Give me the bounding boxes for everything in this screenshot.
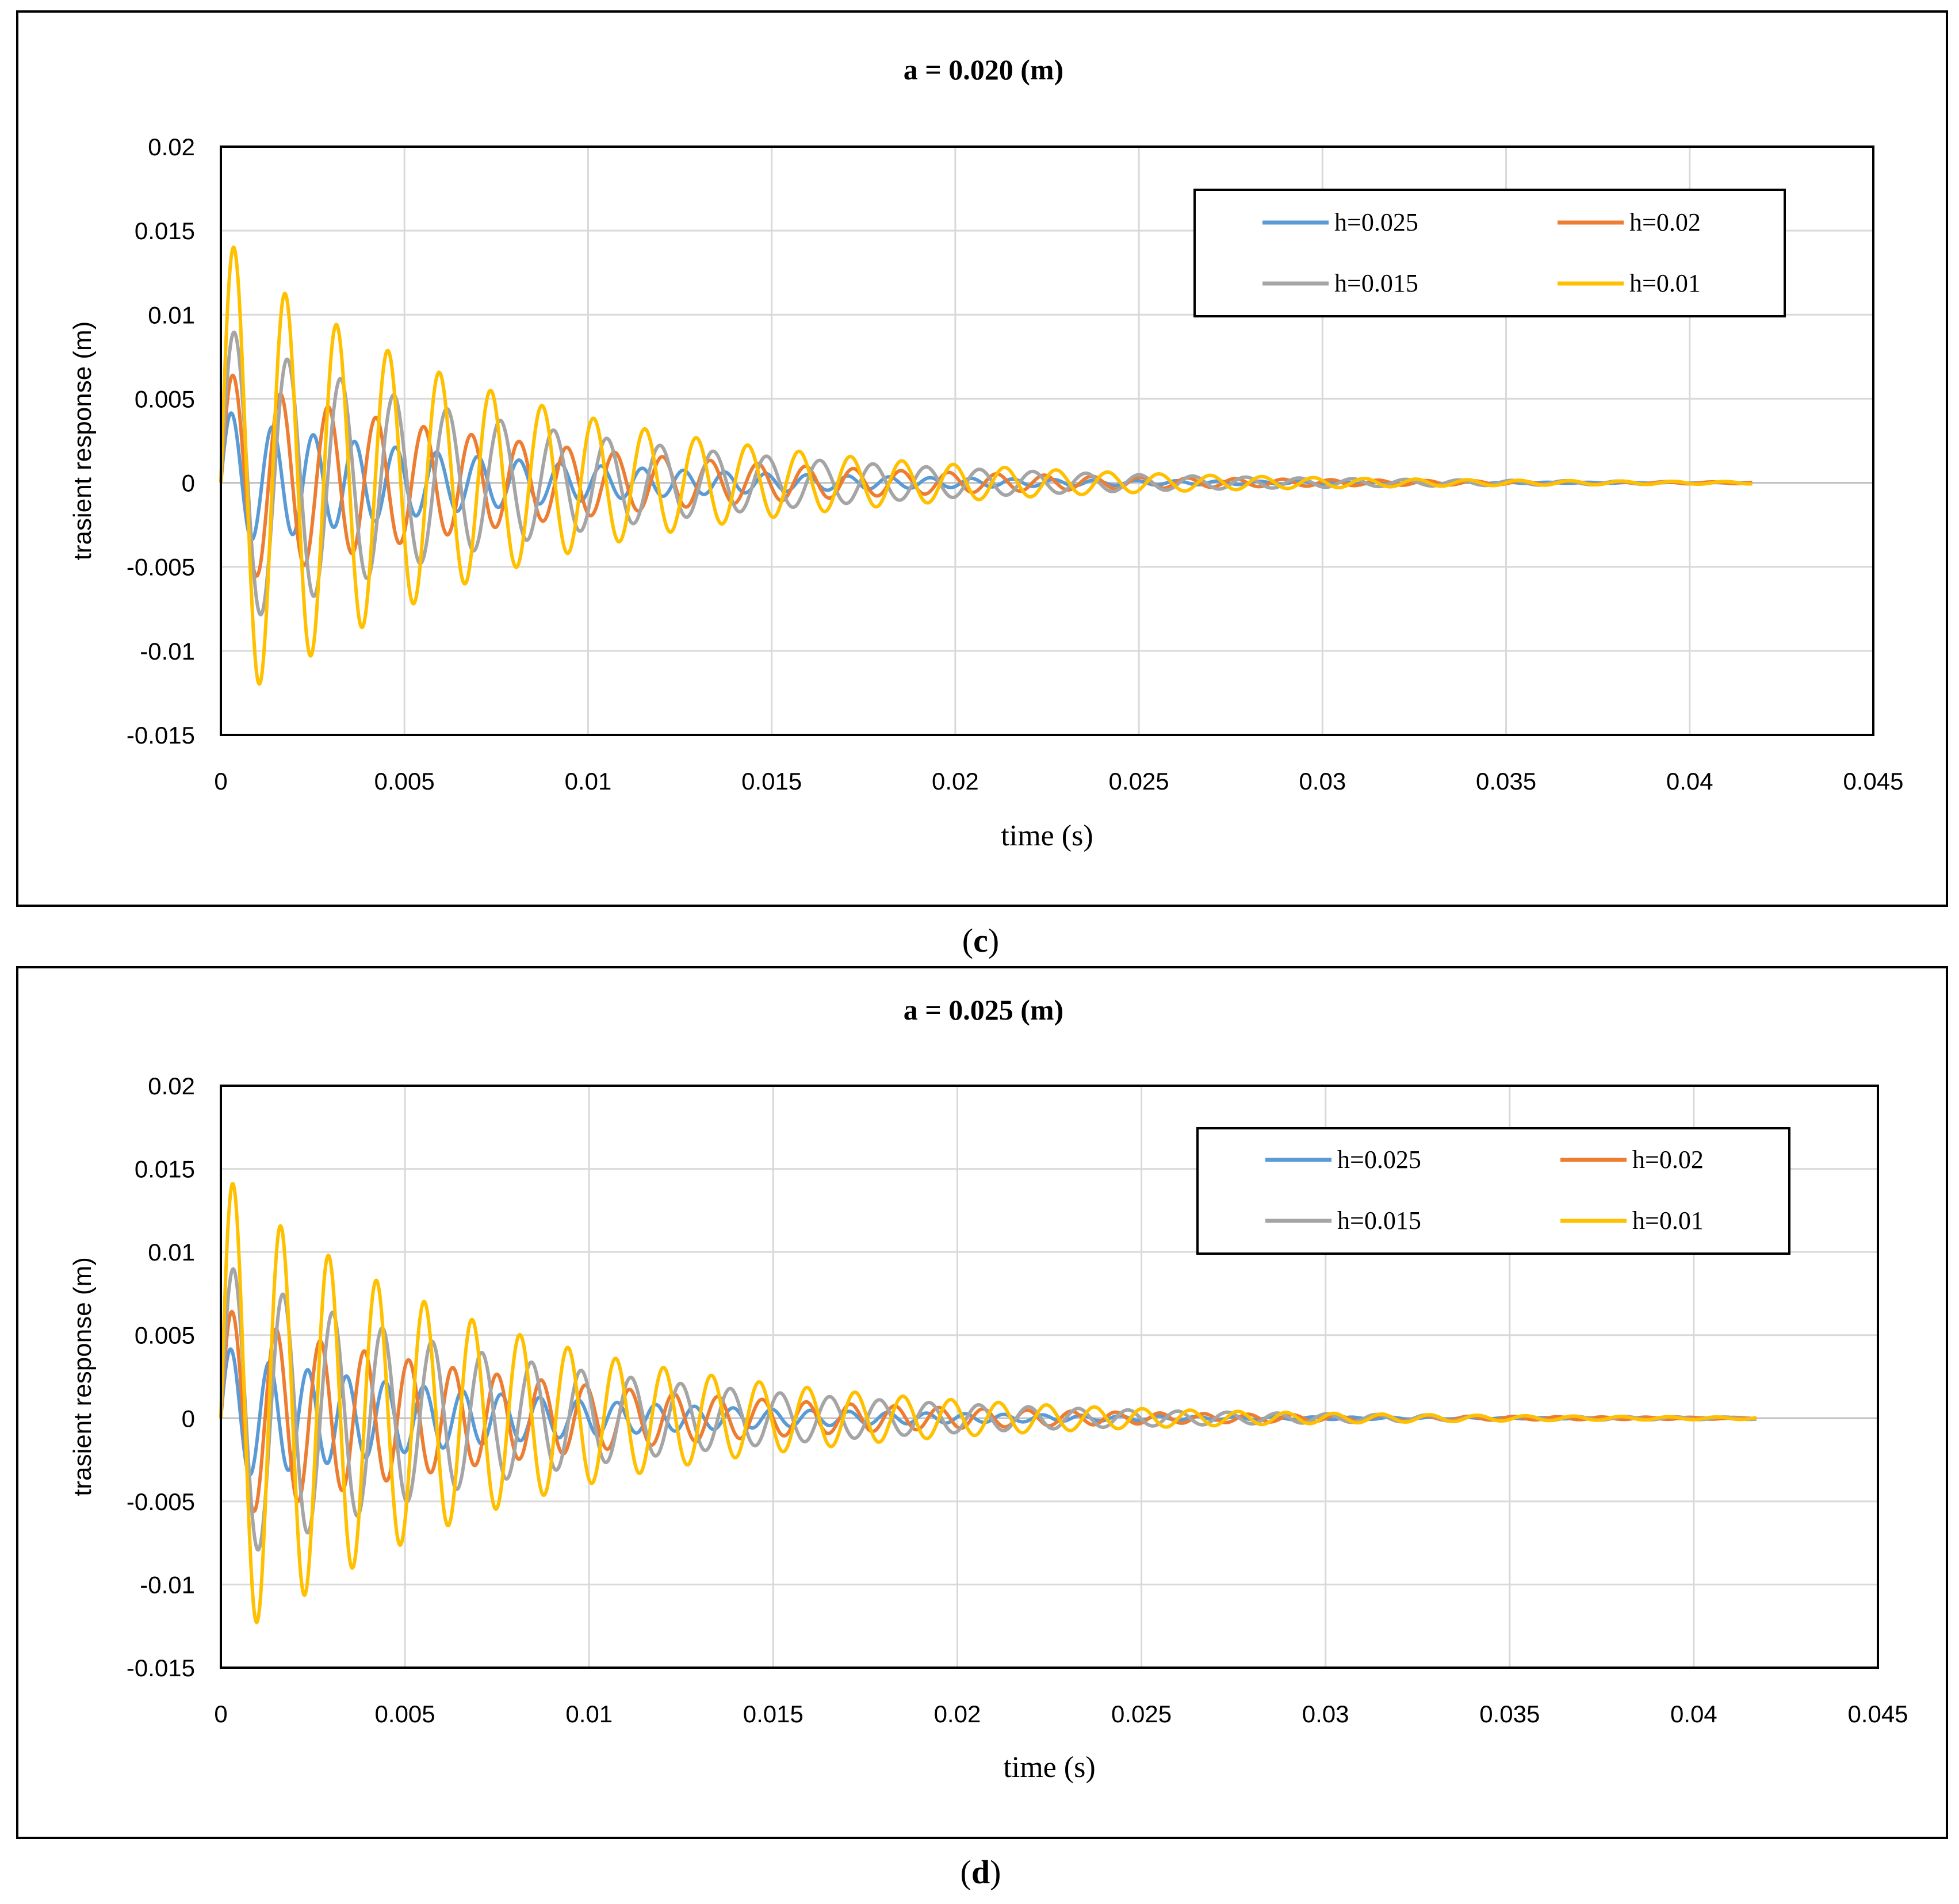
plot-area: [220, 145, 1874, 736]
y-tick-label: 0: [182, 1405, 195, 1432]
panel-label-letter: c: [973, 922, 988, 959]
chart-panel-c: a = 0.020 (m) 0 0.005 0.01 0.015 0.02 0.025 0.0…: [16, 10, 1948, 907]
panel-frame: [16, 10, 1948, 907]
x-tick-label: 0.04: [1670, 1700, 1717, 1727]
x-tick-label: 0.01: [565, 768, 612, 795]
legend-label: h=0.025: [1337, 1146, 1421, 1174]
series-line-h0015: [219, 330, 1754, 616]
legend-box: [1193, 189, 1786, 317]
legend-label: h=0.025: [1334, 208, 1418, 236]
y-tick-label: -0.005: [127, 554, 195, 581]
legend-label: h=0.02: [1629, 208, 1701, 236]
x-tick-label: 0.005: [375, 1700, 435, 1727]
x-tick-label: 0.02: [932, 768, 979, 795]
x-tick-label: 0: [214, 1700, 227, 1727]
y-axis-label: trasient response (m): [68, 321, 97, 561]
panel-label-open: (: [962, 922, 973, 959]
x-tick-label: 0.01: [565, 1700, 613, 1727]
y-tick-label: -0.015: [127, 722, 195, 749]
x-tick-label: 0.045: [1847, 1700, 1908, 1727]
chart-title: a = 0.025 (m): [904, 994, 1063, 1026]
series-line-h001: [219, 1182, 1758, 1625]
panel-label-open: (: [961, 1853, 971, 1891]
x-tick-label: 0.04: [1666, 768, 1713, 795]
x-tick-label: 0.025: [1109, 768, 1169, 795]
legend-box: [1196, 1127, 1790, 1255]
panel-frame: [16, 966, 1948, 1839]
y-tick-label: 0.02: [148, 1072, 195, 1100]
y-tick-label: -0.01: [140, 1571, 195, 1598]
x-tick-label: 0.025: [1111, 1700, 1172, 1727]
y-tick-label: -0.015: [127, 1654, 195, 1681]
y-tick-label: -0.005: [127, 1488, 195, 1515]
panel-label-close: ): [988, 922, 999, 959]
y-tick-label: 0.005: [135, 385, 195, 412]
panel-label-close: ): [990, 1853, 1001, 1891]
x-tick-label: 0.045: [1843, 768, 1903, 795]
x-tick-label: 0.015: [741, 768, 802, 795]
y-tick-label: 0.02: [148, 133, 195, 160]
legend-label: h=0.01: [1632, 1206, 1704, 1235]
series-line-h001: [219, 245, 1754, 686]
x-tick-label: 0.02: [934, 1700, 981, 1727]
x-tick-label: 0.035: [1479, 1700, 1540, 1727]
legend-label: h=0.01: [1629, 269, 1701, 297]
x-axis-label: time (s): [1003, 1751, 1095, 1784]
y-axis-label: trasient response (m): [68, 1257, 97, 1496]
y-tick-label: 0.005: [135, 1322, 195, 1349]
x-tick-label: 0.015: [743, 1700, 804, 1727]
panel-label-letter: d: [971, 1853, 990, 1891]
legend-label: h=0.02: [1632, 1146, 1704, 1174]
plot-area: [220, 1085, 1879, 1669]
y-tick-label: 0.015: [135, 217, 195, 244]
y-tick-label: 0.01: [148, 1239, 195, 1266]
legend-label: h=0.015: [1337, 1206, 1421, 1235]
legend-label: h=0.015: [1334, 269, 1418, 297]
y-tick-label: -0.01: [140, 638, 195, 665]
panel-label: (c): [962, 922, 999, 959]
x-tick-label: 0.035: [1476, 768, 1536, 795]
panel-label: (d): [961, 1853, 1001, 1891]
chart-panel-d: a = 0.025 (m) 0 0.005 0.01 0.015 0.02 0.025 0.0…: [16, 966, 1948, 1839]
x-tick-label: 0.03: [1299, 768, 1346, 795]
x-tick-label: 0: [214, 768, 227, 795]
y-tick-label: 0: [182, 470, 195, 497]
y-tick-label: 0.01: [148, 301, 195, 328]
chart-title: a = 0.020 (m): [904, 53, 1063, 86]
x-tick-label: 0.005: [374, 768, 435, 795]
y-tick-label: 0.015: [135, 1156, 195, 1183]
x-axis-label: time (s): [1001, 819, 1093, 852]
x-tick-label: 0.03: [1302, 1700, 1349, 1727]
